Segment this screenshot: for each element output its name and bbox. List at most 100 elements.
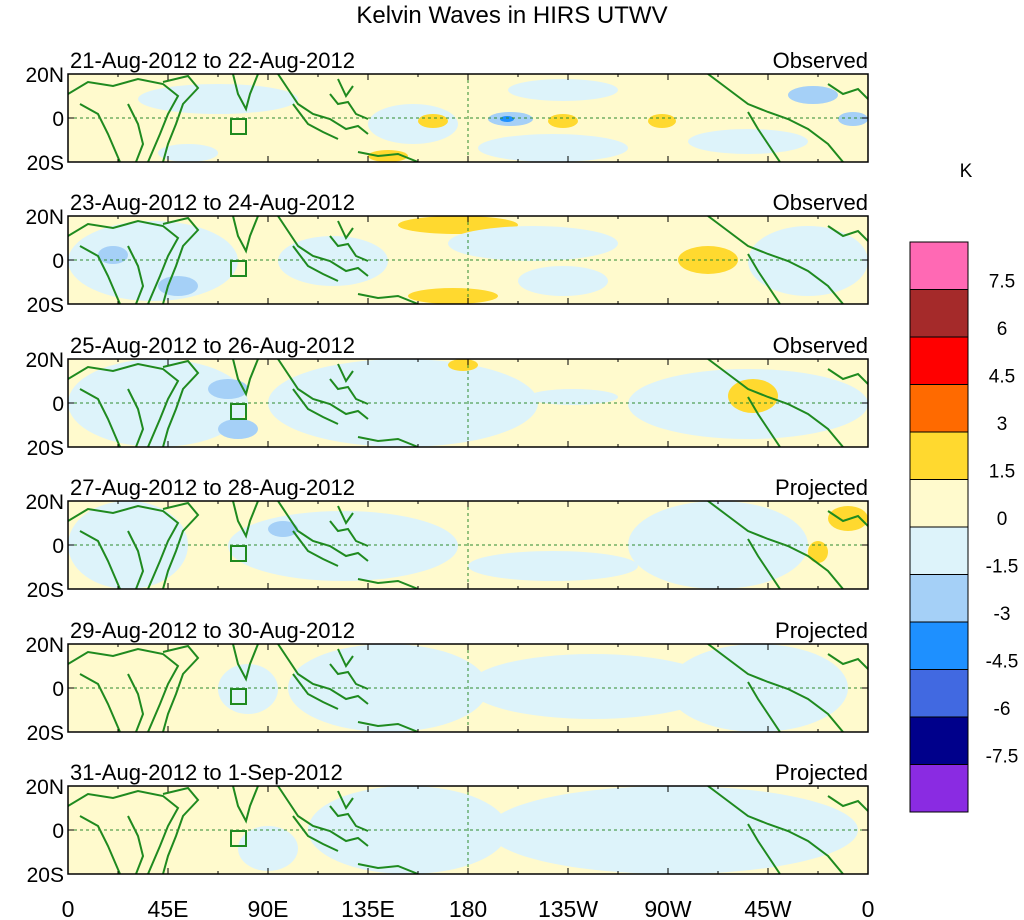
coastline [747,396,781,447]
coastline [127,388,145,447]
anomaly-contour [518,266,608,296]
coastline [232,501,259,539]
coastline [337,648,354,668]
coastline [329,93,369,120]
map-panel: 23-Aug-2012 to 24-Aug-2012 Observed 20N 0 20… [25,190,869,317]
anomaly-contour [748,226,868,296]
lat-tick-label: 20N [25,349,64,372]
coastline [162,359,200,447]
anomaly-contour [508,79,618,101]
coastline [337,790,354,810]
coastline [747,253,781,304]
anomaly-contour [448,226,618,261]
map-panel: 25-Aug-2012 to 26-Aug-2012 Observed 20N 0 20… [25,333,869,460]
lon-tick-label: 180 [449,896,487,920]
coastline [162,644,200,732]
lat-tick-label: 0 [52,535,64,558]
colorbar-swatch [909,384,969,433]
coastline [68,77,180,162]
colorbar-swatch [909,621,969,670]
anomaly-contour [408,288,498,304]
map-panel: 31-Aug-2012 to 1-Sep-2012 Projected 20N 0 20… [25,760,869,887]
coastline [292,245,339,282]
lon-tick-label: 90W [644,896,692,920]
coastline [707,786,844,874]
coastline [329,378,369,405]
anomaly-contour [158,276,198,296]
coastline [329,520,369,547]
coastline [68,362,180,447]
coastline [79,673,121,732]
coastline [230,403,247,420]
coastline [79,245,121,304]
chart-title: Kelvin Waves in HIRS UTWV [356,2,668,29]
colorbar-label: 0 [997,509,1008,530]
coastline [232,74,259,112]
lat-tick-label: 20N [25,206,64,229]
lat-tick-label: 20N [25,634,64,657]
colorbar-swatch [909,574,969,623]
colorbar-swatch [909,764,969,813]
coastline [707,644,844,732]
coastline [68,789,180,874]
lat-tick-label: 0 [52,108,64,131]
anomaly-contour [158,144,218,162]
coastline [827,368,868,385]
coastline [337,78,354,98]
panel-status: Observed [773,190,868,215]
panel-date-range: 21-Aug-2012 to 22-Aug-2012 [70,48,355,73]
coastline [232,216,259,254]
colorbar-label: -6 [994,699,1011,720]
anomaly-contour [278,236,388,286]
coastline [329,805,369,832]
coastline [292,673,339,710]
lat-tick-label: 20S [27,579,64,602]
coastline [357,151,419,162]
coastline [162,501,200,589]
coastline [292,388,339,425]
coastline [337,505,354,525]
anomaly-contour [418,114,448,128]
coastline [292,103,339,140]
panel-date-range: 25-Aug-2012 to 26-Aug-2012 [70,333,355,358]
coastline [357,436,419,447]
coastline [747,823,781,874]
lat-tick-label: 20N [25,491,64,514]
lon-tick-label: 135E [341,896,395,920]
coastline [277,359,369,420]
anomaly-contour [308,786,508,874]
anomaly-contour [688,129,808,154]
coastline [357,578,419,589]
lat-tick-label: 20N [25,776,64,799]
coastline [827,510,868,527]
anomaly-contour [648,114,676,128]
anomaly-contour [468,551,638,581]
colorbar-swatch [909,479,969,528]
coastline [68,219,180,304]
panel-status: Projected [775,760,868,785]
coastline [79,103,121,162]
coastline [230,118,247,135]
panel-date-range: 29-Aug-2012 to 30-Aug-2012 [70,618,355,643]
colorbar-swatch [909,241,969,290]
coastline [707,359,844,447]
lon-tick-label: 0 [62,896,75,920]
panel-status: Projected [775,475,868,500]
anomaly-contour [218,114,338,134]
anomaly-contour [528,389,618,405]
lat-tick-label: 20S [27,152,64,175]
anomaly-contour [788,86,838,104]
coastline [747,111,781,162]
coastline [230,545,247,562]
coastline [68,647,180,732]
lon-tick-label: 45W [744,896,792,920]
lat-tick-label: 0 [52,820,64,843]
coastline [232,786,259,824]
coastline [230,688,247,705]
colorbar-label: 4.5 [989,367,1015,388]
lat-tick-label: 20N [25,64,64,87]
coastline [827,83,868,100]
coastline [357,863,419,874]
coastline [707,501,844,589]
